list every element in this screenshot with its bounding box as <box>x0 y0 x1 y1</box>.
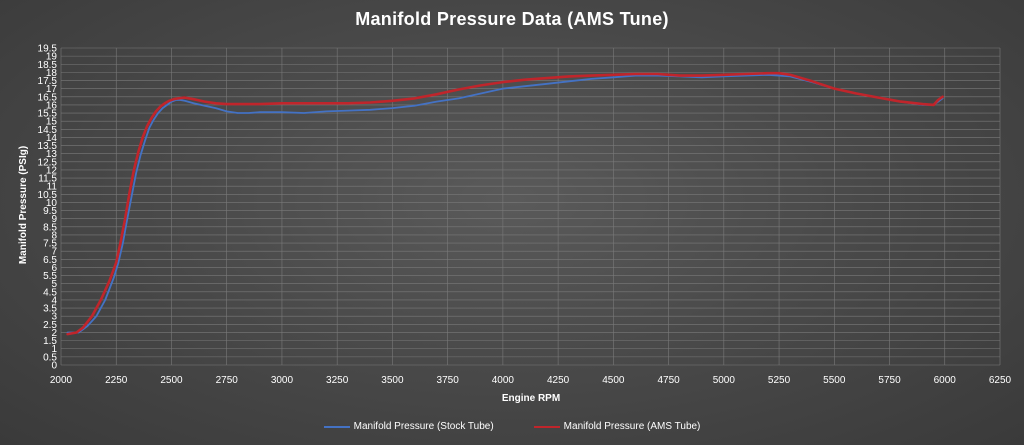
y-tick-label: 19 <box>46 52 58 63</box>
x-tick-label: 3250 <box>326 375 349 386</box>
x-tick-label: 4250 <box>547 375 570 386</box>
y-tick-label: 12.5 <box>38 157 58 168</box>
y-tick-label: 10.5 <box>38 190 58 201</box>
x-tick-label: 4500 <box>602 375 625 386</box>
x-tick-label: 2750 <box>216 375 239 386</box>
y-tick-label: 2 <box>51 328 57 339</box>
y-tick-label: 5.5 <box>43 271 57 282</box>
y-tick-label: 13.5 <box>38 141 58 152</box>
legend-item-ams: Manifold Pressure (AMS Tube) <box>533 421 701 432</box>
x-tick-label: 5000 <box>713 375 736 386</box>
y-tick-label: 18.5 <box>38 60 58 71</box>
x-tick-label: 2250 <box>105 375 128 386</box>
y-tick-label: 2.5 <box>43 320 57 331</box>
y-tick-label: 9 <box>51 214 57 225</box>
y-tick-label: 19.5 <box>38 44 58 55</box>
x-tick-label: 2500 <box>160 375 183 386</box>
y-tick-label: 1 <box>51 344 57 355</box>
y-tick-label: 0 <box>51 361 57 372</box>
series-line-stock-tube <box>66 73 944 334</box>
y-tick-label: 6 <box>51 263 57 274</box>
x-tick-label: 4750 <box>657 375 680 386</box>
y-tick-label: 8 <box>51 230 57 241</box>
x-tick-label: 6250 <box>989 375 1012 386</box>
y-tick-label: 9.5 <box>43 206 57 217</box>
x-tick-label: 6000 <box>934 375 957 386</box>
y-axis-label: Manifold Pressure (PSIg) <box>18 146 29 264</box>
x-axis-label: Engine RPM <box>502 393 560 404</box>
series-lines <box>66 71 944 336</box>
y-tick-label: 0.5 <box>43 352 57 363</box>
x-tick-label: 5250 <box>768 375 791 386</box>
grid-lines <box>60 47 1001 366</box>
y-tick-label: 11 <box>47 182 58 193</box>
legend-swatch-ams <box>533 425 560 428</box>
y-tick-label: 11.5 <box>38 174 57 185</box>
x-tick-label: 2000 <box>50 375 73 386</box>
x-tick-label: 3750 <box>437 375 460 386</box>
y-tick-label: 15.5 <box>38 109 58 120</box>
x-tick-label: 5500 <box>823 375 846 386</box>
y-tick-label: 3.5 <box>43 304 57 315</box>
y-tick-label: 1.5 <box>43 336 57 347</box>
y-tick-label: 12 <box>46 165 58 176</box>
y-tick-label: 16.5 <box>38 92 58 103</box>
y-tick-label: 5 <box>51 279 57 290</box>
y-tick-label: 14.5 <box>38 125 58 136</box>
y-tick-label: 17 <box>46 84 58 95</box>
y-tick-label: 14 <box>46 133 58 144</box>
legend-label-ams: Manifold Pressure (AMS Tube) <box>563 421 701 432</box>
series-line-ams-tube <box>66 71 944 336</box>
y-axis-ticks: 00.511.522.533.544.555.566.577.588.599.5… <box>38 44 58 372</box>
x-tick-label: 5750 <box>878 375 901 386</box>
y-tick-label: 10 <box>46 198 58 209</box>
legend-swatch-stock <box>323 425 350 428</box>
y-tick-label: 18 <box>46 68 58 79</box>
x-tick-label: 3500 <box>381 375 404 386</box>
legend-label-stock: Manifold Pressure (Stock Tube) <box>353 421 494 432</box>
y-tick-label: 3 <box>51 312 57 323</box>
y-tick-label: 7.5 <box>43 239 57 250</box>
y-tick-label: 7 <box>51 247 57 258</box>
y-tick-label: 4 <box>51 295 57 306</box>
x-axis-ticks: 2000 2250 2500 2750 3000 3250 3500 3750 4000 4250… <box>50 375 1012 386</box>
x-tick-label: 4000 <box>492 375 515 386</box>
y-tick-label: 13 <box>46 149 58 160</box>
x-tick-label: 3000 <box>271 375 294 386</box>
y-tick-label: 16 <box>46 100 58 111</box>
legend-item-stock: Manifold Pressure (Stock Tube) <box>323 421 494 432</box>
y-tick-label: 4.5 <box>43 287 57 298</box>
y-tick-label: 17.5 <box>38 76 58 87</box>
y-tick-label: 15 <box>46 117 58 128</box>
legend: Manifold Pressure (Stock Tube) Manifold … <box>0 421 1024 432</box>
y-tick-label: 8.5 <box>43 222 57 233</box>
chart-title: Manifold Pressure Data (AMS Tune) <box>355 9 669 29</box>
y-tick-label: 6.5 <box>43 255 57 266</box>
